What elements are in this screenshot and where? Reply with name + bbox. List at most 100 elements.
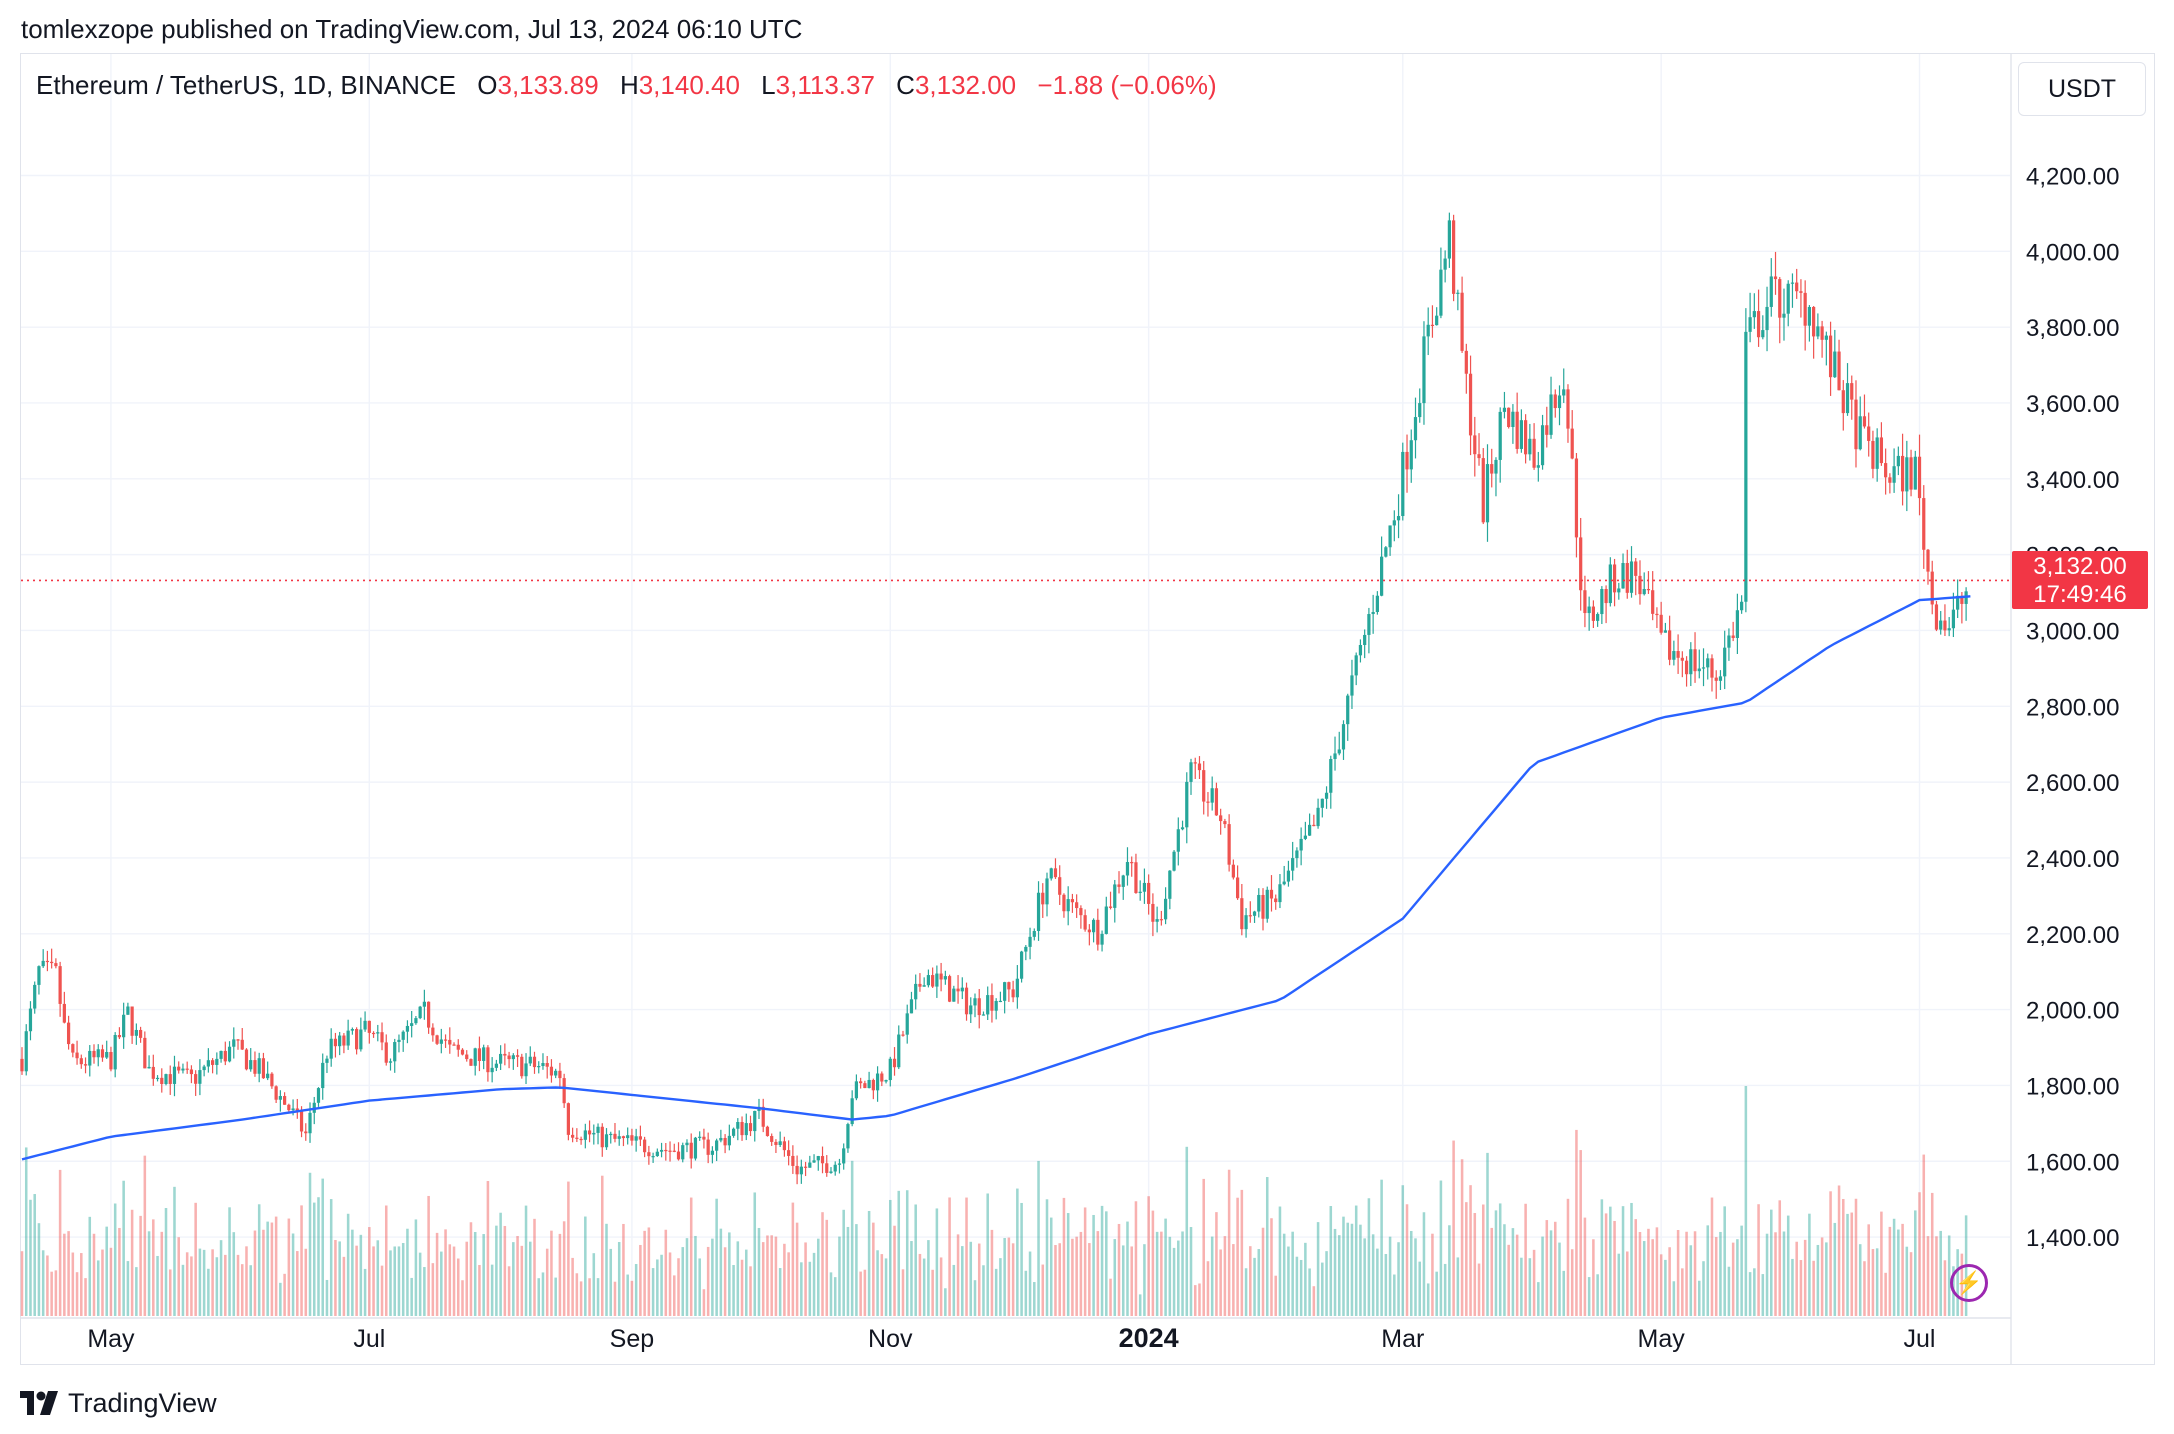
candle-body <box>325 1058 329 1063</box>
volume-bar <box>1079 1231 1083 1316</box>
price-tick-label: 1,800.00 <box>2026 1073 2119 1100</box>
candle-body <box>410 1023 414 1026</box>
candle-body <box>1460 292 1464 351</box>
last-price-label: 3,132.00 17:49:46 <box>2012 551 2148 610</box>
candle-body <box>562 1078 566 1104</box>
candle-body <box>511 1055 515 1060</box>
candle-body <box>922 985 926 987</box>
volume-bar <box>342 1256 346 1316</box>
volume-bar <box>1638 1232 1642 1316</box>
candle-body <box>422 1001 426 1007</box>
candle-body <box>1036 892 1041 932</box>
volume-bar <box>1083 1207 1087 1316</box>
candle-body <box>1735 610 1740 638</box>
candle-body <box>1083 915 1087 930</box>
candle-body <box>583 1130 587 1140</box>
candle-body <box>427 1001 431 1028</box>
volume-bar <box>961 1246 964 1316</box>
volume-bar <box>135 1267 138 1316</box>
currency-selector[interactable]: USDT <box>2018 62 2146 116</box>
candle-body <box>1786 283 1790 314</box>
candle-body <box>1091 919 1096 933</box>
candle-body <box>1608 564 1612 604</box>
volume-bar <box>918 1253 922 1316</box>
volume-bar <box>778 1268 782 1316</box>
candle-body <box>994 1001 998 1011</box>
volume-bar <box>266 1221 269 1316</box>
volume-bar <box>859 1271 862 1316</box>
candle-body <box>626 1135 630 1139</box>
candle-body <box>130 1006 134 1036</box>
candle-body <box>685 1142 689 1146</box>
candle-body <box>672 1150 676 1152</box>
candle-body <box>1371 612 1375 615</box>
volume-bar <box>702 1289 706 1316</box>
volume-bar <box>596 1278 600 1316</box>
candle-body <box>1430 324 1435 326</box>
candle-body <box>24 1031 28 1072</box>
volume-bar <box>1825 1242 1828 1316</box>
volume-bar <box>512 1242 515 1316</box>
candle-body <box>1816 326 1820 337</box>
candle-body <box>1875 437 1879 469</box>
lightning-icon[interactable]: ⚡ <box>1950 1264 1988 1302</box>
candle-body <box>1701 667 1706 669</box>
candle-body <box>761 1106 765 1127</box>
volume-bar <box>249 1265 252 1316</box>
candle-body <box>1227 824 1231 865</box>
volume-bar <box>1198 1283 1201 1316</box>
tradingview-logo[interactable]: TradingView <box>20 1385 217 1421</box>
volume-bar <box>1193 1285 1197 1316</box>
volume-bar <box>1858 1244 1862 1316</box>
volume-bar <box>1359 1224 1362 1316</box>
volume-bar <box>1049 1217 1053 1316</box>
volume-bar <box>1100 1205 1104 1316</box>
candle-body <box>1612 564 1617 593</box>
volume-bar <box>1939 1230 1942 1316</box>
volume-bar <box>1337 1235 1341 1316</box>
volume-bar <box>1181 1231 1184 1316</box>
candle-body <box>177 1066 181 1071</box>
candle-body <box>1130 862 1134 864</box>
volume-bar <box>914 1204 917 1316</box>
candle-body <box>990 995 994 1011</box>
candle-body <box>1507 407 1511 427</box>
time-tick-label: Mar <box>1381 1325 1424 1353</box>
volume-bar <box>105 1226 108 1316</box>
candle-body <box>964 987 969 1015</box>
candle-body <box>371 1032 376 1035</box>
candle-body <box>469 1059 473 1066</box>
volume-bar <box>876 1250 879 1316</box>
candle-body <box>659 1149 664 1152</box>
volume-bar <box>630 1280 634 1316</box>
close-label: C <box>896 70 915 100</box>
volume-bar <box>986 1193 989 1316</box>
candle-body <box>1549 394 1553 435</box>
volume-bar <box>359 1234 363 1316</box>
candle-body <box>1659 614 1663 633</box>
candle-body <box>1867 426 1871 441</box>
volume-bar <box>287 1218 291 1316</box>
candle-body <box>1782 313 1786 318</box>
candle-body <box>194 1074 198 1084</box>
candle-body <box>308 1112 312 1134</box>
candle-body <box>1185 781 1189 828</box>
volume-bar <box>1397 1242 1400 1316</box>
candle-body <box>376 1032 380 1034</box>
candle-body <box>952 988 956 1002</box>
volume-bar <box>317 1197 320 1316</box>
volume-bar <box>1770 1209 1773 1316</box>
volume-bar <box>139 1215 142 1316</box>
volume-bar <box>1748 1272 1752 1316</box>
candle-body <box>41 960 45 967</box>
candle-body <box>960 987 964 992</box>
volume-bar <box>20 1251 24 1316</box>
candle-body <box>1642 588 1646 595</box>
candle-body <box>367 1020 371 1033</box>
volume-bar <box>181 1264 185 1316</box>
volume-bar <box>956 1234 960 1316</box>
volume-bar <box>67 1231 70 1316</box>
volume-bar <box>71 1252 75 1316</box>
candle-body <box>651 1156 655 1158</box>
